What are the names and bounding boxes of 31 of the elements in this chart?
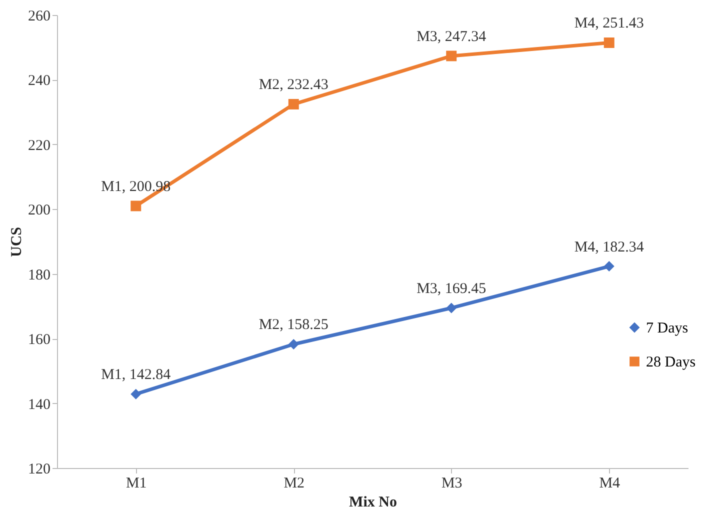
data-label: M4, 182.34 [574, 239, 644, 256]
data-label: M2, 158.25 [258, 317, 328, 334]
data-label: M3, 247.34 [416, 28, 487, 45]
data-label: M3, 169.45 [416, 280, 486, 297]
point [288, 98, 299, 110]
x-tick-label: M4 [599, 476, 621, 492]
data-label: M4, 251.43 [574, 16, 644, 32]
y-tick-label: 260 [28, 8, 50, 24]
y-tick-label: 240 [28, 73, 50, 90]
point [446, 50, 457, 62]
point [446, 302, 457, 314]
point [604, 37, 614, 48]
y-tick-label: 200 [28, 202, 50, 219]
x-tick-label: M2 [284, 476, 305, 492]
x-axis-title: Mix No [349, 494, 397, 510]
point [288, 338, 299, 350]
data-label: M2, 232.43 [258, 77, 328, 94]
y-tick-label: 120 [28, 462, 50, 478]
legend-label: 7 Days [646, 320, 688, 336]
y-tick-label: 140 [28, 396, 50, 413]
y-axis-title: UCS [9, 226, 25, 258]
y-tick-label: 180 [28, 267, 50, 284]
y-tick-label: 160 [28, 332, 50, 348]
x-tick-label: M1 [126, 476, 147, 492]
point [604, 261, 614, 272]
point [130, 388, 142, 400]
point [130, 200, 142, 212]
legend-label: 28 Days [646, 354, 696, 370]
data-label: M1, 142.84 [101, 367, 172, 384]
y-tick-label: 220 [28, 138, 50, 154]
x-tick-label: M3 [441, 476, 462, 492]
